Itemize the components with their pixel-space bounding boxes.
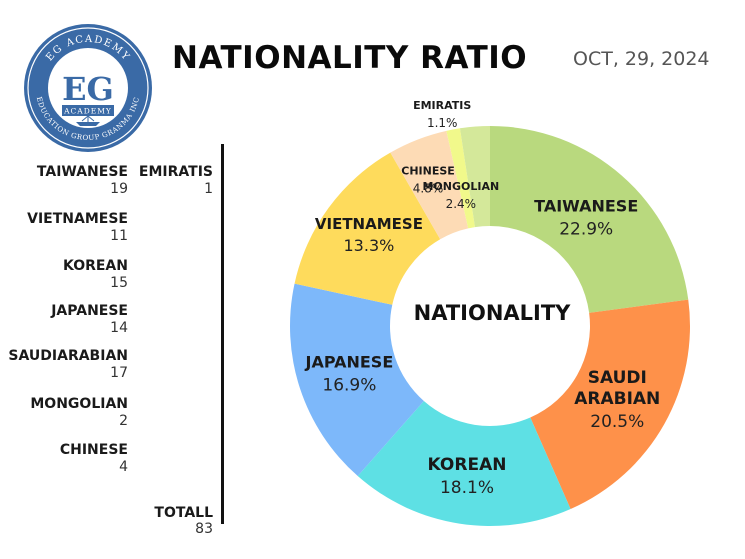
slice-label-name: KOREAN [428,455,507,475]
slice-label-percent: 1.1% [427,116,458,130]
slice-korean [357,401,571,526]
slice-label-percent: 2.4% [446,197,477,211]
count-label: KOREAN [62,258,128,274]
count-item-vietnamese: VIETNAMESE 11 [27,211,128,244]
count-label: TAIWANESE [36,164,128,180]
total-label: TOTALL [154,505,213,521]
count-item-taiwanese: TAIWANESE 19 [37,164,128,197]
count-item-total: TOTALL 83 [154,505,213,537]
slice-label-percent: 20.5% [590,412,644,432]
count-item-emiratis: EMIRATIS 1 [139,164,213,197]
count-value: 19 [110,181,128,197]
slice-label-name: ARABIAN [574,389,660,409]
count-value: 2 [119,413,128,429]
slice-chinese [390,130,469,240]
slice-label-name: SAUDI [588,368,647,388]
slice-label-name: CHINESE [401,164,455,177]
nationality-donut-chart: TAIWANESE 22.9% SAUDIARABIAN 20.5% KOREAN 18.… [290,100,690,526]
logo-initials: EG [62,70,114,108]
slice-label-name: JAPANESE [305,353,394,372]
slice-label-name: VIETNAMESE [315,215,423,233]
logo-sub-text: ACADEMY [63,107,112,116]
count-item-mongolian: MONGOLIAN 2 [30,396,128,429]
slice-mongolian [459,126,490,228]
ship-icon [76,122,100,126]
slice-label-percent: 18.1% [440,478,494,498]
report-date: OCT, 29, 2024 [573,48,710,70]
slice-label-percent: 13.3% [344,236,395,255]
slice-vietnamese [294,152,441,305]
slice-label-name: TAIWANESE [534,197,638,216]
count-label: EMIRATIS [138,164,213,180]
count-label: MONGOLIAN [30,396,128,412]
slice-label-name: MONGOLIAN [422,180,499,193]
count-value: 1 [204,181,213,197]
slice-taiwanese [490,126,689,313]
count-value: 4 [119,459,128,475]
count-item-saudiarabian: SAUDIARABIAN 17 [8,348,128,381]
count-item-korean: KOREAN 15 [63,258,128,291]
count-label: SAUDIARABIAN [8,348,128,364]
count-value: 11 [110,228,128,244]
total-value: 83 [195,521,213,537]
count-label: CHINESE [59,442,128,458]
count-value: 14 [110,320,128,336]
slice-label-name: EMIRATIS [413,100,471,112]
count-label: JAPANESE [51,303,128,319]
slice-japanese [290,283,424,477]
slice-saudi-arabian [530,299,690,510]
donut-center-label: NATIONALITY [414,301,572,325]
eg-academy-logo: EG ACADEMY EDUCATION GROUP GRANMA INC EG… [24,24,152,152]
column-divider [221,144,224,524]
slice-emiratis [446,128,475,229]
slice-label-percent: 16.9% [322,376,376,396]
count-label: VIETNAMESE [27,211,128,227]
slice-label-percent: 4.8% [413,181,444,195]
slice-label-percent: 22.9% [559,220,613,240]
count-value: 17 [110,365,128,381]
count-item-chinese: CHINESE 4 [60,442,128,475]
page-title: NATIONALITY RATIO [172,40,528,76]
count-item-japanese: JAPANESE 14 [51,303,128,336]
count-value: 15 [110,275,128,291]
